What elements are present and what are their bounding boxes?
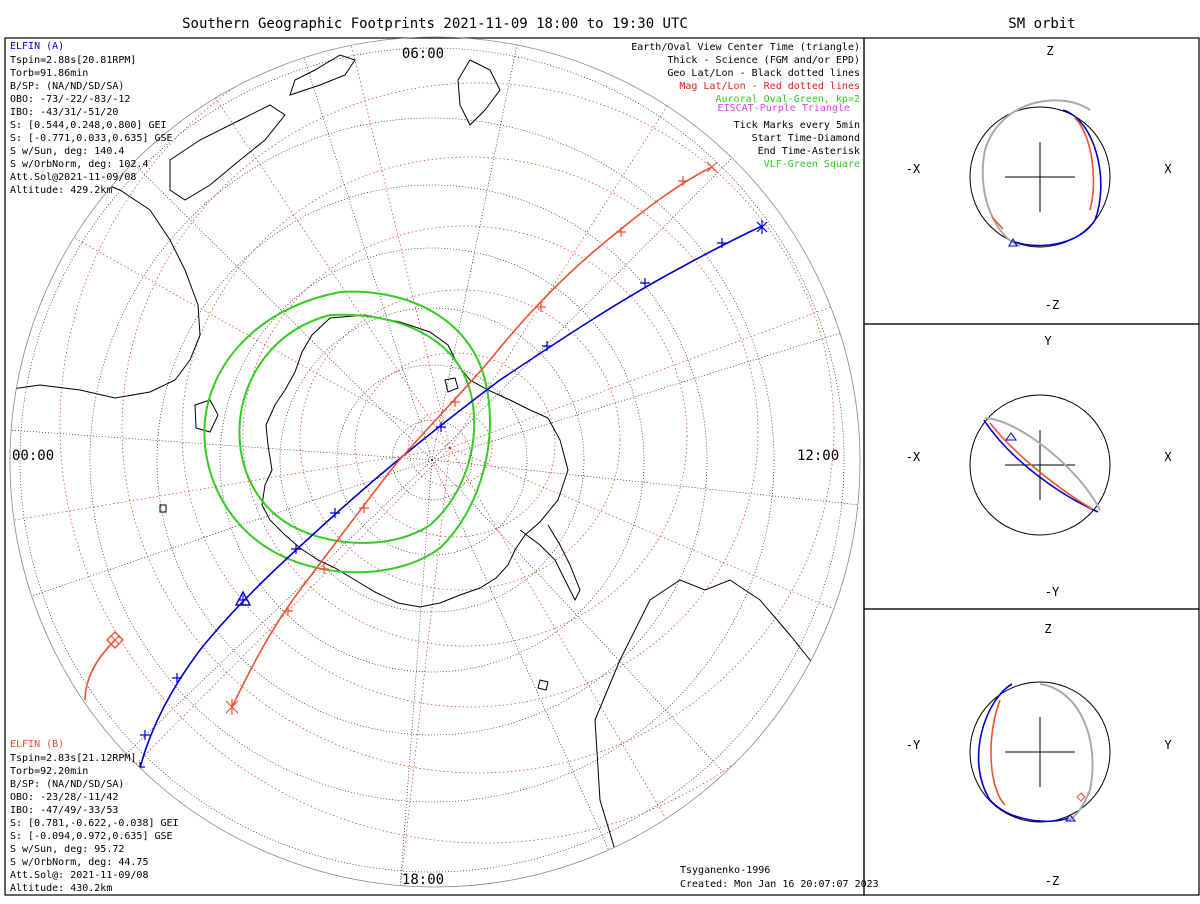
- svg-text:Y: Y: [1164, 738, 1172, 752]
- svg-text:OBO: -73/-22/-83/-12: OBO: -73/-22/-83/-12: [10, 94, 130, 105]
- svg-text:-Z: -Z: [1045, 874, 1059, 888]
- svg-text:IBO: -43/31/-51/20: IBO: -43/31/-51/20: [10, 107, 118, 118]
- orbit-panel-3-frame: [863, 608, 1200, 896]
- svg-text:Z: Z: [1046, 44, 1053, 58]
- hour-label-top: 06:00: [402, 46, 444, 62]
- south-america-coast: [594, 579, 860, 887]
- map-boundary: [9, 36, 861, 888]
- svg-text:S: [-0.771,0.033,0.635] GSE: S: [-0.771,0.033,0.635] GSE: [10, 133, 173, 144]
- svg-text:Earth/Oval View Center Time (t: Earth/Oval View Center Time (triangle): [631, 42, 860, 53]
- elfin-a-info: ELFIN (A) Tspin=2.88s[20.81RPM] Torb=91.…: [10, 41, 173, 196]
- orbit-panel-xy: Y -Y -X X: [906, 334, 1173, 599]
- svg-text:Tspin=2.83s[21.12RPM]: Tspin=2.83s[21.12RPM]: [10, 753, 136, 764]
- geo-grid: [10, 37, 860, 887]
- elfin-b-start-diamond: [106, 631, 124, 649]
- svg-text:B/SP: (NA/ND/SD/SA): B/SP: (NA/ND/SD/SA): [10, 779, 124, 790]
- orbit-panel-1-frame: [863, 37, 1200, 325]
- svg-text:OBO: -23/28/-11/42: OBO: -23/28/-11/42: [10, 792, 118, 803]
- australia-coast: [10, 167, 201, 399]
- svg-text:Geo Lat/Lon - Black dotted lin: Geo Lat/Lon - Black dotted lines: [667, 68, 860, 79]
- svg-text:-Y: -Y: [1045, 585, 1060, 599]
- svg-text:ELFIN (A): ELFIN (A): [10, 41, 64, 52]
- svg-text:VLF-Green Square: VLF-Green Square: [764, 159, 860, 170]
- svg-text:S: [-0.094,0.972,0.635] GSE: S: [-0.094,0.972,0.635] GSE: [10, 831, 173, 842]
- svg-text:S w/OrbNorm, deg: 102.4: S w/OrbNorm, deg: 102.4: [10, 159, 148, 170]
- svg-text:EISCAT-Purple Triangle: EISCAT-Purple Triangle: [718, 103, 850, 114]
- antarctica-coast: [261, 314, 569, 608]
- svg-text:Thick - Science (FGM and/or EP: Thick - Science (FGM and/or EPD): [667, 55, 860, 66]
- orbit-panel-2-frame: [863, 323, 1200, 610]
- svg-text:Att.Sol@: 2021-11-09/08: Att.Sol@: 2021-11-09/08: [10, 870, 148, 881]
- created-label: Created: Mon Jan 16 20:07:07 2023: [680, 879, 879, 890]
- africa-coast: [457, 59, 501, 126]
- svg-text:S: [0.781,-0.622,-0.038] GEI: S: [0.781,-0.622,-0.038] GEI: [10, 818, 179, 829]
- new-zealand-coast: [169, 104, 286, 201]
- svg-text:Tick Marks every 5min: Tick Marks every 5min: [734, 120, 860, 131]
- svg-text:Start Time-Diamond: Start Time-Diamond: [752, 133, 860, 144]
- svg-text:Altitude: 429.2km: Altitude: 429.2km: [10, 185, 112, 196]
- elfin-b-track: [231, 166, 713, 708]
- svg-text:X: X: [1164, 162, 1172, 176]
- elfin-b-start-segment: [84, 639, 116, 701]
- elfin-a-view-triangle: [234, 590, 252, 606]
- svg-text:S w/OrbNorm, deg: 44.75: S w/OrbNorm, deg: 44.75: [10, 857, 148, 868]
- hour-label-left: 00:00: [12, 448, 54, 464]
- orbit-title: SM orbit: [1008, 16, 1075, 32]
- footprint-map: [10, 37, 860, 887]
- elfin-a-ticks: [135, 220, 768, 772]
- legend: Earth/Oval View Center Time (triangle) T…: [631, 42, 860, 170]
- island-1: [444, 377, 459, 393]
- svg-text:Att.Sol@2021-11-09/08: Att.Sol@2021-11-09/08: [10, 172, 136, 183]
- svg-text:S w/Sun, deg: 140.4: S w/Sun, deg: 140.4: [10, 146, 124, 157]
- island-2: [537, 679, 549, 691]
- svg-text:End Time-Asterisk: End Time-Asterisk: [758, 146, 860, 157]
- map-title: Southern Geographic Footprints 2021-11-0…: [182, 16, 688, 32]
- svg-text:Torb=91.86min: Torb=91.86min: [10, 68, 88, 79]
- svg-text:-Y: -Y: [906, 738, 921, 752]
- antarctic-peninsula: [519, 524, 581, 602]
- auroral-oval-inner: [238, 313, 476, 544]
- svg-text:Mag Lat/Lon - Red dotted lines: Mag Lat/Lon - Red dotted lines: [679, 81, 860, 92]
- svg-text:Altitude: 430.2km: Altitude: 430.2km: [10, 883, 112, 894]
- model-label: Tsyganenko-1996: [680, 865, 770, 876]
- hour-label-bottom: 18:00: [402, 872, 444, 888]
- orbit-panel-xz: Z -Z -X X: [906, 44, 1173, 312]
- orbit-panel-yz: Z -Z -Y Y: [906, 622, 1173, 888]
- svg-text:Y: Y: [1044, 334, 1052, 348]
- svg-text:-X: -X: [906, 450, 921, 464]
- svg-text:X: X: [1164, 450, 1172, 464]
- elfin-a-track: [139, 225, 763, 769]
- svg-text:Tspin=2.88s[20.81RPM]: Tspin=2.88s[20.81RPM]: [10, 55, 136, 66]
- svg-text:Torb=92.20min: Torb=92.20min: [10, 766, 88, 777]
- svg-text:B/SP: (NA/ND/SD/SA): B/SP: (NA/ND/SD/SA): [10, 81, 124, 92]
- new-zealand-north: [289, 54, 356, 96]
- svg-text:Z: Z: [1044, 622, 1051, 636]
- auroral-oval-outer: [203, 290, 491, 574]
- mag-grid: [14, 37, 860, 887]
- svg-text:IBO: -47/49/-33/53: IBO: -47/49/-33/53: [10, 805, 118, 816]
- elfin-b-info: ELFIN (B) Tspin=2.83s[21.12RPM] Torb=92.…: [10, 739, 179, 894]
- island-3: [159, 504, 167, 513]
- elfin-b-ticks: [225, 161, 718, 715]
- svg-text:Auroral Oval-Green, kp=2: Auroral Oval-Green, kp=2: [716, 94, 861, 105]
- svg-text:S: [0.544,0.248,0.800] GEI: S: [0.544,0.248,0.800] GEI: [10, 120, 167, 131]
- hour-label-right: 12:00: [797, 448, 839, 464]
- svg-text:-Z: -Z: [1045, 298, 1059, 312]
- svg-text:ELFIN (B): ELFIN (B): [10, 739, 64, 750]
- svg-text:-X: -X: [906, 162, 921, 176]
- svg-text:S w/Sun, deg: 95.72: S w/Sun, deg: 95.72: [10, 844, 124, 855]
